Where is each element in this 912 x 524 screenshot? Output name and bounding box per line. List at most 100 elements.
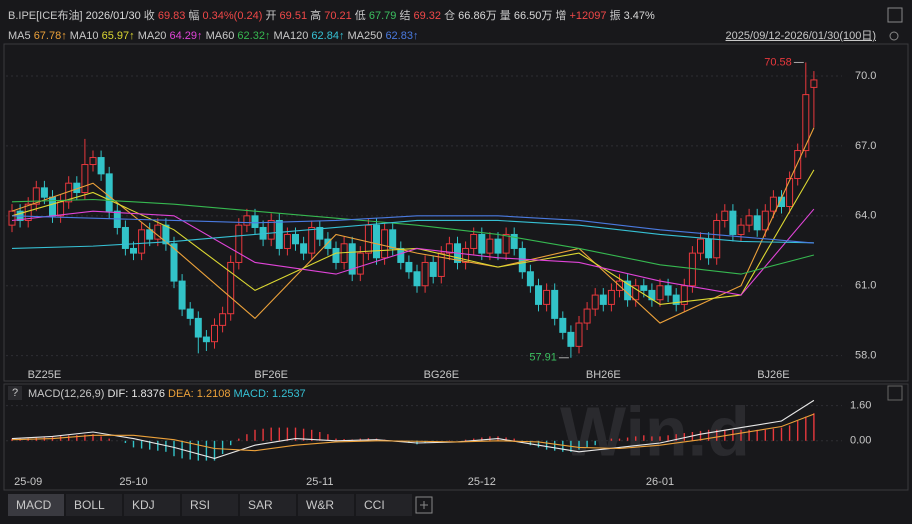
candle-body — [348, 243, 356, 275]
tab-label: SAR — [248, 498, 273, 512]
candle-body — [753, 215, 761, 231]
ma-line — [11, 215, 814, 244]
wp-icon[interactable] — [887, 7, 903, 23]
header-label: 收 — [144, 8, 155, 22]
watermark: Win.d — [560, 392, 750, 470]
candle-body — [437, 252, 445, 277]
candle-body — [97, 157, 105, 175]
candle-body — [583, 308, 591, 324]
help-mark: ? — [12, 387, 18, 399]
legend-arrow: ↑ — [339, 30, 345, 42]
candle-body — [275, 219, 283, 249]
legend-name: MACD: — [234, 388, 269, 400]
candle-body — [324, 238, 332, 249]
candle-body — [178, 280, 186, 310]
candle-body — [211, 324, 218, 343]
candle-body — [591, 294, 599, 310]
candle-body — [405, 261, 413, 273]
candle-body — [32, 187, 40, 205]
candle-body — [227, 261, 235, 315]
candle-body — [8, 210, 16, 226]
tab[interactable] — [8, 494, 64, 516]
header-label: 量 — [500, 9, 511, 22]
candle-body — [421, 261, 429, 287]
candle-body — [49, 196, 56, 217]
y-tick-label: 61.0 — [855, 280, 876, 292]
tab[interactable] — [66, 494, 122, 516]
candle-body — [429, 261, 437, 277]
candle-body — [672, 294, 680, 305]
candle-body — [656, 285, 664, 301]
x-tick-label: 26-01 — [646, 476, 674, 488]
candle-body — [81, 164, 89, 194]
candle-body — [146, 229, 154, 240]
legend-value: 62.83 — [385, 30, 413, 42]
candle-body — [486, 238, 494, 254]
header-value: +12097 — [569, 10, 606, 22]
candle-body — [510, 233, 518, 249]
macd-legend: MACD(12,26,9) DIF: 1.8376 DEA: 1.2108 MA… — [28, 388, 306, 400]
candle-body — [89, 157, 97, 166]
header-value: 70.21 — [324, 10, 352, 22]
y-tick-label: 58.0 — [855, 350, 876, 362]
header-value: 69.51 — [280, 10, 308, 22]
candle-body — [543, 289, 551, 305]
candle-body — [640, 285, 648, 291]
header-label: 振 — [610, 8, 621, 22]
tab[interactable] — [182, 494, 238, 516]
legend-title: MACD(12,26,9) — [28, 388, 104, 400]
candle-body — [599, 294, 607, 305]
ma-legend: MA5 67.78↑ MA10 65.97↑ MA20 64.29↑ MA60 … — [8, 30, 418, 42]
candle-body — [526, 271, 534, 287]
candle-body — [219, 313, 227, 326]
legend-name: MA250 — [348, 30, 383, 42]
x-tick-label: BF26E — [254, 369, 288, 381]
candle-body — [40, 187, 48, 198]
candle-body — [559, 317, 567, 333]
y-tick-label: 64.0 — [855, 210, 876, 222]
candle-body — [267, 219, 275, 240]
legend-value: 64.29 — [170, 30, 198, 42]
y-tick-label: 67.0 — [855, 140, 876, 152]
candle-body — [154, 224, 162, 240]
candle-body — [170, 243, 178, 282]
candle-body — [502, 233, 510, 254]
header-line: B.IPE[ICE布油] 2026/01/30 收 69.83 幅 0.34%(… — [8, 8, 655, 22]
header-label: 高 — [310, 8, 321, 22]
close-icon[interactable] — [887, 385, 903, 401]
add-tab-plus — [420, 501, 428, 509]
tab-label: MACD — [16, 498, 52, 512]
candle-body — [308, 226, 316, 254]
ma-line — [11, 208, 815, 296]
tab[interactable] — [124, 494, 180, 516]
help-icon[interactable] — [8, 386, 22, 400]
tab-label: CCI — [364, 498, 385, 512]
legend-value: 1.2108 — [197, 388, 231, 400]
candle-body — [721, 210, 729, 221]
legend-arrow: ↑ — [197, 30, 203, 42]
tab[interactable] — [356, 494, 412, 516]
candle-body — [130, 247, 137, 254]
header-value: 66.50万 — [514, 10, 553, 22]
ma-line — [11, 219, 814, 250]
legend-value: 65.97 — [102, 30, 130, 42]
tab[interactable] — [298, 494, 354, 516]
tab-label: RSI — [190, 498, 210, 512]
candle-body — [202, 336, 210, 343]
candle-body — [332, 247, 340, 263]
candle-body — [745, 215, 753, 226]
candle-body — [705, 238, 713, 259]
y-tick-label: 0.00 — [850, 435, 871, 447]
add-tab[interactable] — [415, 496, 433, 514]
min-label: 57.91 — [529, 352, 557, 364]
candle-body — [794, 150, 802, 180]
legend-arrow: ↑ — [265, 30, 271, 42]
legend-arrow: ↑ — [413, 30, 419, 42]
legend-value: 67.78 — [34, 30, 62, 42]
candle-body — [316, 226, 324, 240]
macd-line — [11, 413, 815, 452]
settings-icon[interactable] — [889, 31, 899, 41]
max-label: 70.58 — [764, 56, 792, 68]
tab[interactable] — [240, 494, 296, 516]
